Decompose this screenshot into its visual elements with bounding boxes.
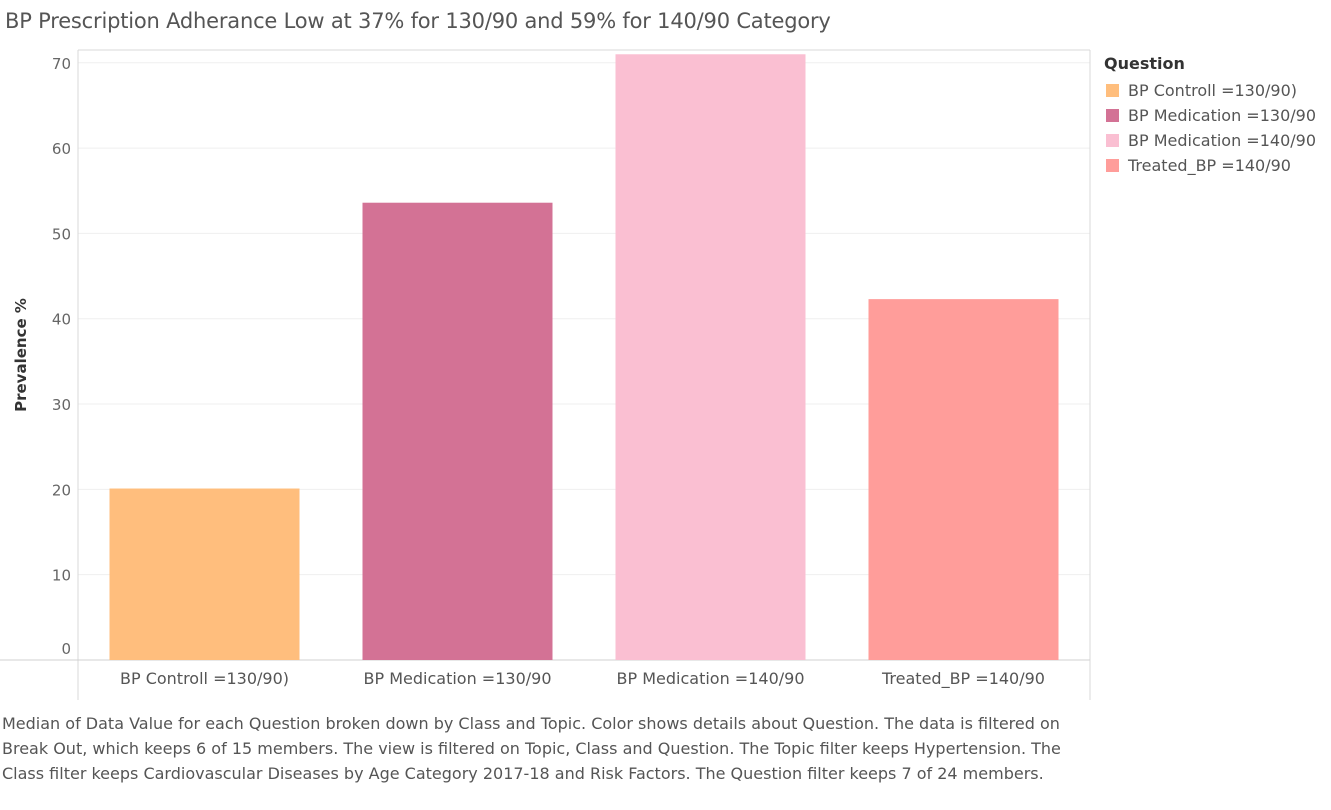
legend-label: BP Medication =140/90: [1128, 131, 1316, 150]
legend-label: Treated_BP =140/90: [1128, 156, 1291, 175]
y-tick-label: 70: [52, 55, 71, 73]
bar[interactable]: [868, 299, 1059, 660]
y-tick-labels: 0 10 20 30 40 50 60 70: [52, 55, 71, 658]
legend-label: BP Controll =130/90): [1128, 81, 1298, 100]
bars: [109, 54, 1059, 660]
bar[interactable]: [362, 202, 553, 660]
legend-title: Question: [1104, 54, 1185, 73]
x-category-label: Treated_BP =140/90: [881, 669, 1045, 689]
y-axis-label: Prevalence %: [12, 298, 30, 412]
x-category-label: BP Controll =130/90): [120, 669, 289, 688]
legend-item[interactable]: BP Medication =130/90: [1104, 103, 1316, 128]
legend-label: BP Medication =130/90: [1128, 106, 1316, 125]
legend-item[interactable]: Treated_BP =140/90: [1104, 153, 1316, 178]
legend-swatch: [1106, 134, 1119, 147]
legend-item[interactable]: BP Medication =140/90: [1104, 128, 1316, 153]
y-tick-label: 60: [52, 140, 71, 158]
x-category-label: BP Medication =130/90: [364, 669, 552, 688]
y-tick-label: 40: [52, 311, 71, 329]
y-tick-label: 10: [52, 567, 71, 585]
x-category-labels: BP Controll =130/90) BP Medication =130/9…: [120, 669, 1045, 689]
y-tick-label: 0: [61, 640, 71, 658]
chart-title: BP Prescription Adherance Low at 37% for…: [5, 9, 831, 33]
legend-swatch: [1106, 84, 1119, 97]
y-tick-label: 30: [52, 396, 71, 414]
bar[interactable]: [109, 488, 300, 660]
legend-items: BP Controll =130/90) BP Medication =130/9…: [1104, 78, 1316, 178]
legend-item[interactable]: BP Controll =130/90): [1104, 78, 1316, 103]
chart-caption: Median of Data Value for each Question b…: [2, 714, 1061, 783]
x-category-label: BP Medication =140/90: [617, 669, 805, 688]
y-tick-label: 20: [52, 481, 71, 499]
legend: Question BP Controll =130/90) BP Medicati…: [1104, 54, 1316, 178]
legend-swatch: [1106, 109, 1119, 122]
legend-swatch: [1106, 159, 1119, 172]
bar[interactable]: [615, 54, 806, 660]
y-tick-label: 50: [52, 225, 71, 243]
